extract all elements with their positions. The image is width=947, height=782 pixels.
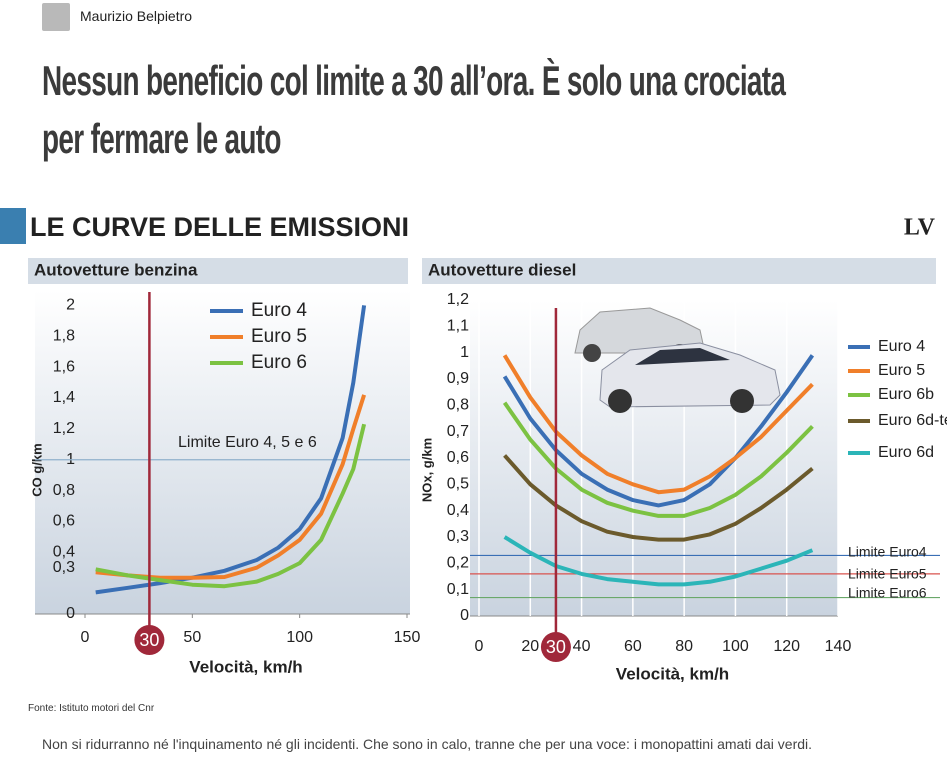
x-tick-label: 60 (624, 638, 642, 655)
y-axis-label: CO g/km (29, 443, 44, 496)
reference-label: Limite Euro 4, 5 e 6 (178, 434, 317, 451)
panel-header (422, 258, 936, 284)
y-tick-label: 0,7 (447, 423, 469, 440)
x-tick-label: 150 (394, 629, 421, 646)
legend-label: Euro 6 (251, 352, 307, 373)
reference-label: Limite Euro5 (848, 566, 927, 582)
legend-label: Euro 4 (878, 338, 925, 355)
legend-label: Euro 6d (878, 444, 934, 461)
legend-label: Euro 6b (878, 386, 934, 403)
legend-label: Euro 5 (251, 326, 307, 347)
reference-label: Limite Euro6 (848, 585, 927, 601)
y-tick-label: 0,8 (447, 397, 469, 414)
y-tick-label: 0,6 (447, 449, 469, 466)
charts: LE CURVE DELLE EMISSIONI LV Autovetture … (0, 208, 947, 683)
panel-header (28, 258, 408, 284)
y-tick-label: 0,3 (53, 559, 75, 576)
x-tick-label: 50 (183, 629, 201, 646)
y-tick-label: 0,1 (447, 581, 469, 598)
y-tick-label: 1 (460, 344, 469, 361)
y-tick-label: 1,2 (447, 291, 469, 308)
x-tick-label: 40 (573, 638, 591, 655)
y-axis-label: NOx, g/km (419, 438, 434, 502)
section-title: LE CURVE DELLE EMISSIONI (30, 212, 409, 242)
x-axis-label: Velocità, km/h (616, 664, 729, 683)
speed-marker-label: 30 (139, 630, 159, 650)
x-tick-label: 0 (81, 629, 90, 646)
source-note: Fonte: Istituto motori del Cnr (28, 703, 155, 714)
y-tick-label: 0,4 (447, 502, 469, 519)
legend-label: Euro 4 (251, 300, 307, 321)
x-tick-label: 140 (825, 638, 852, 655)
panel-title: Autovetture diesel (428, 260, 576, 279)
legend-label: Euro 6d-temp (878, 412, 947, 429)
y-tick-label: 0,2 (447, 555, 469, 572)
x-axis-label: Velocità, km/h (189, 657, 302, 676)
x-tick-label: 0 (475, 638, 484, 655)
y-tick-label: 0,6 (53, 513, 75, 530)
author[interactable]: Maurizio Belpietro (80, 8, 193, 24)
y-tick-label: 0,4 (53, 544, 75, 561)
y-tick-label: 0,3 (447, 528, 469, 545)
series-line (95, 423, 367, 589)
y-tick-label: 0,9 (447, 370, 469, 387)
y-tick-label: 1,8 (53, 328, 75, 345)
logo: LV (904, 215, 936, 241)
panel-title: Autovetture benzina (34, 260, 198, 279)
y-tick-label: 1,4 (53, 389, 75, 406)
y-tick-label: 0,8 (53, 482, 75, 499)
headline: Nessun beneficio col limite a 30 all’ora… (42, 57, 786, 162)
x-tick-label: 80 (675, 638, 693, 655)
y-tick-label: 1,6 (53, 358, 75, 375)
y-tick-label: 0 (66, 605, 75, 622)
x-tick-label: 100 (722, 638, 749, 655)
caption: Non si ridurranno né l'inquinamento né g… (42, 736, 813, 752)
x-tick-label: 20 (521, 638, 539, 655)
y-tick-label: 1,2 (53, 420, 75, 437)
speed-marker-badge (540, 632, 571, 662)
y-tick-label: 0 (460, 607, 469, 624)
author-avatar (42, 3, 70, 31)
speed-marker-badge (134, 625, 165, 655)
car-illustration (574, 307, 781, 413)
section-marker (0, 208, 26, 244)
y-tick-label: 1,1 (447, 318, 469, 335)
y-tick-label: 2 (66, 297, 75, 314)
series-line (95, 305, 367, 595)
y-tick-label: 0,5 (447, 476, 469, 493)
reference-label: Limite Euro4 (848, 544, 927, 560)
legend-label: Euro 5 (878, 362, 925, 379)
x-tick-label: 100 (286, 629, 313, 646)
x-tick-label: 120 (773, 638, 800, 655)
speed-marker-label: 30 (546, 637, 566, 657)
